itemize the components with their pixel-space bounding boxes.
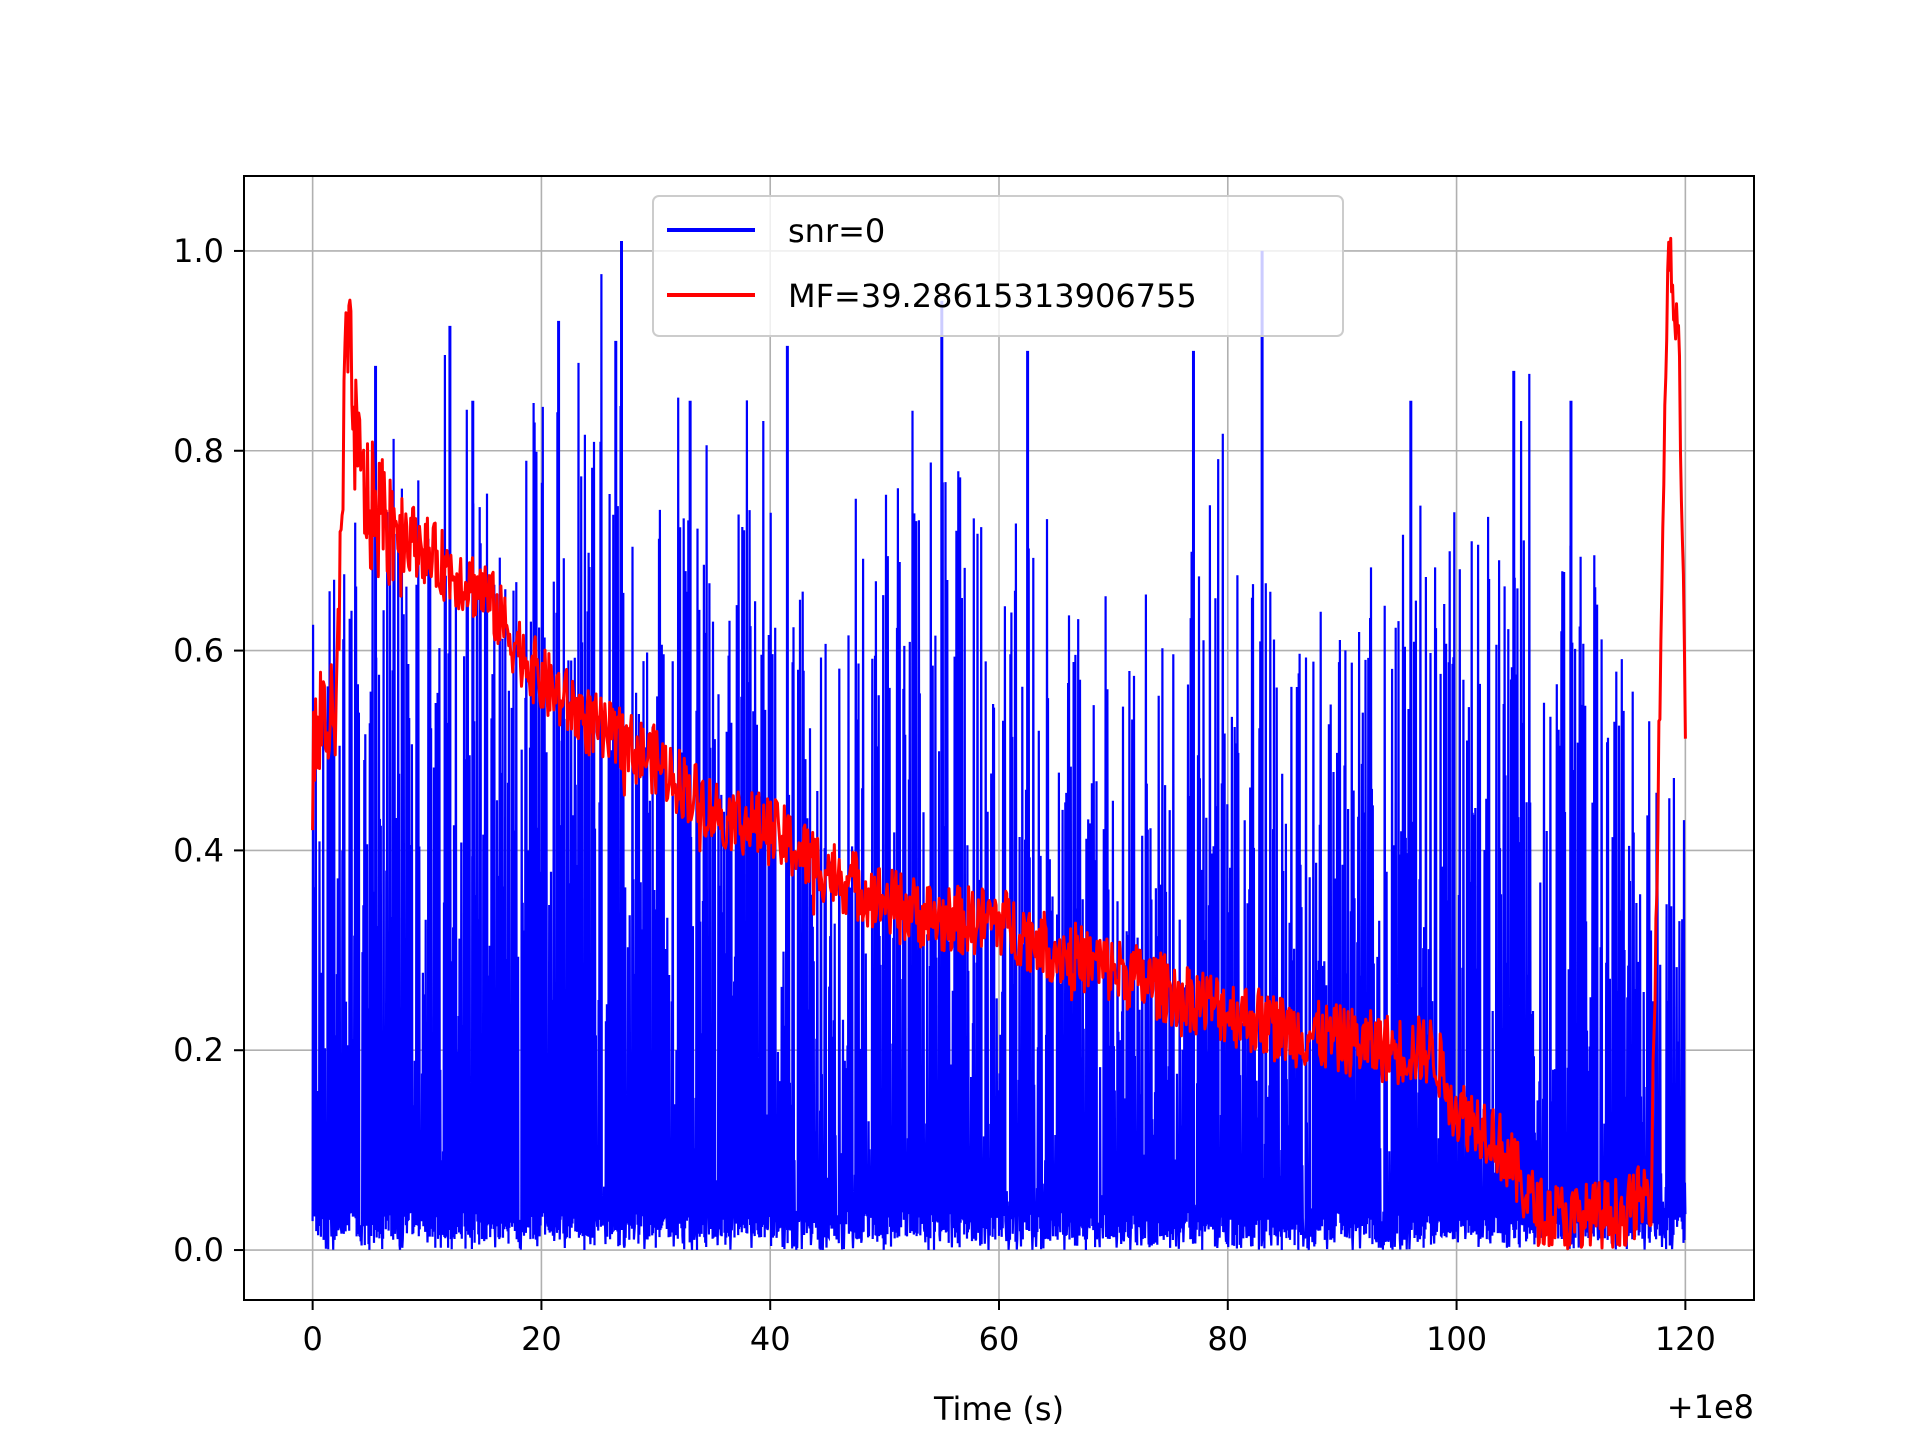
- x-tick-label: 100: [1426, 1320, 1487, 1358]
- y-tick-label: 0.8: [173, 432, 224, 470]
- legend-label-mf: MF=39.28615313906755: [788, 277, 1197, 315]
- legend: snr=0 MF=39.28615313906755: [652, 195, 1344, 337]
- x-tick-label: 0: [302, 1320, 322, 1358]
- x-tick-label: 60: [979, 1320, 1020, 1358]
- series-layer: [311, 236, 1687, 1251]
- y-tick-label: 0.0: [173, 1231, 224, 1269]
- x-tick-label: 40: [750, 1320, 791, 1358]
- y-tick-label: 0.4: [173, 831, 224, 869]
- x-axis-offset-label: +1e8: [1667, 1388, 1754, 1426]
- x-tick-label: 120: [1655, 1320, 1716, 1358]
- series-snr-line: [311, 274, 1687, 1251]
- x-tick-label: 80: [1207, 1320, 1248, 1358]
- x-tick-label: 20: [521, 1320, 562, 1358]
- y-tick-label: 0.2: [173, 1031, 224, 1069]
- series-mf-line: [311, 236, 1687, 1251]
- y-axis: 0.0 0.2 0.4 0.6 0.8 1.0: [173, 232, 244, 1269]
- x-axis-label: Time (s): [933, 1390, 1064, 1428]
- x-axis: 0 20 40 60 80 100 120: [302, 1300, 1716, 1358]
- y-tick-label: 0.6: [173, 632, 224, 670]
- legend-box: [652, 195, 1344, 337]
- legend-label-snr: snr=0: [788, 212, 885, 250]
- y-tick-label: 1.0: [173, 232, 224, 270]
